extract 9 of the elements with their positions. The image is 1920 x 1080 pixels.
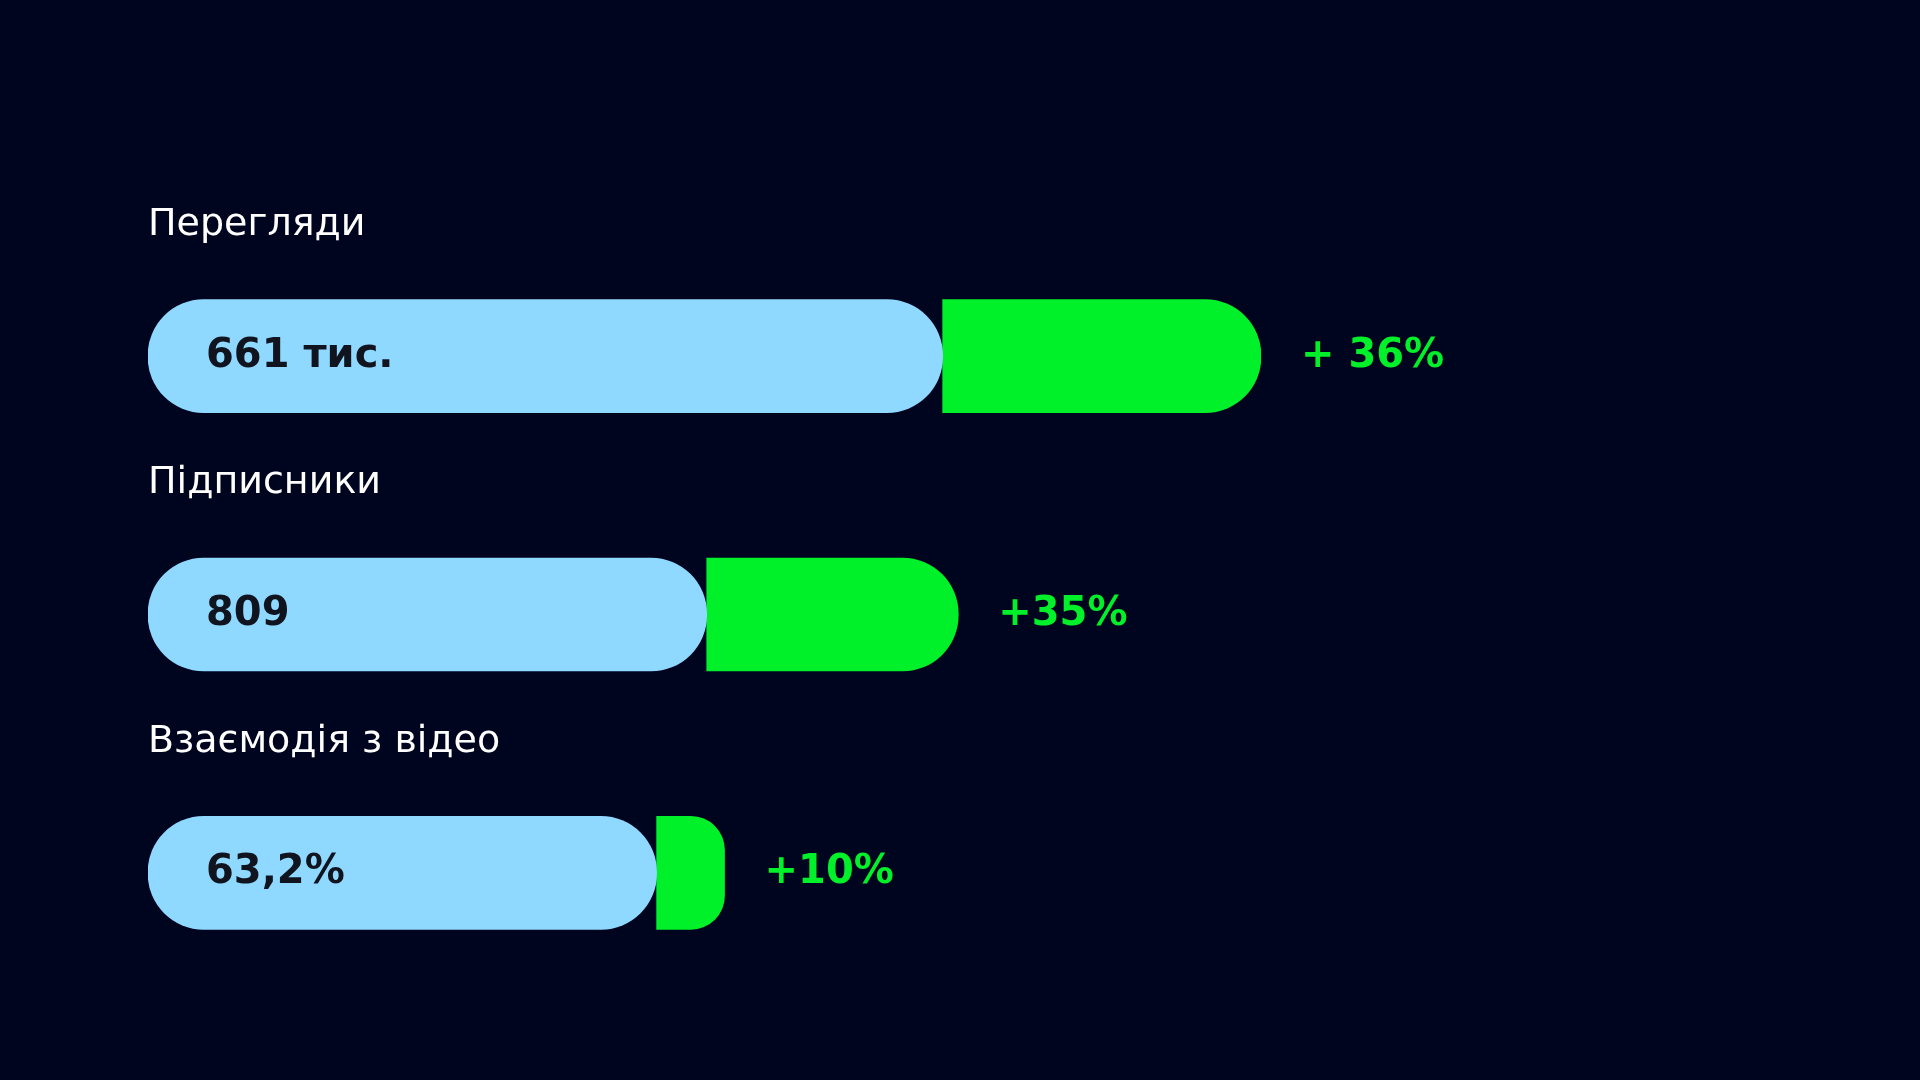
annotation: 809 [206, 587, 290, 634]
text: + 36% [1301, 329, 1445, 376]
annotation: 63,2% [206, 846, 345, 893]
annotation: 661 тис. [206, 329, 394, 376]
annotation: +10% [764, 846, 894, 893]
annotation: +35% [998, 587, 1128, 634]
y-tick-label: Підписники [148, 458, 382, 503]
y-tick-label: Перегляди [148, 200, 366, 245]
y-tick-label: Взаємодія з відео [148, 716, 501, 761]
